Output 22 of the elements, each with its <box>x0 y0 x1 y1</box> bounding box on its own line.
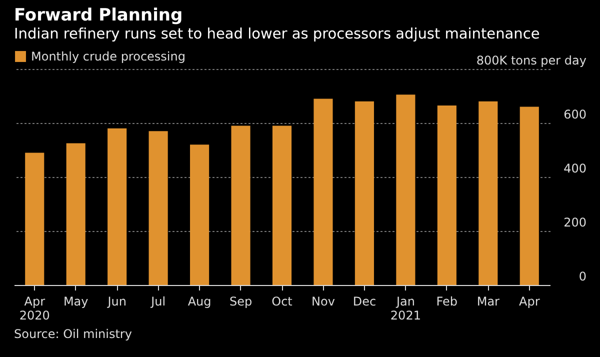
x-tick-label: Dec <box>352 294 376 308</box>
x-tick-label: Aug <box>188 294 212 308</box>
x-tick-label: Jan 2021 <box>390 294 421 322</box>
chart-subtitle: Indian refinery runs set to head lower as processors adjust maintenance <box>14 26 540 42</box>
y-tick-label: 200 <box>564 216 586 230</box>
source-note: Source: Oil ministry <box>13 326 133 343</box>
x-tick-label: Feb <box>436 294 458 308</box>
x-tick-label: Apr <box>519 294 540 308</box>
y-tick-label: 400 <box>564 162 586 176</box>
y-tick-label: 0 <box>578 270 586 284</box>
x-tick-label: Jun <box>106 294 126 308</box>
chart-title: Forward Planning <box>14 6 183 26</box>
x-tick-label: Apr 2020 <box>19 294 50 322</box>
x-tick-label: Nov <box>312 294 335 308</box>
x-tick-label: Oct <box>272 294 293 308</box>
x-tick-label: May <box>63 294 88 308</box>
legend-label: Monthly crude processing <box>31 50 186 64</box>
x-tick-label: Mar <box>476 294 500 308</box>
y-tick-label: 800K tons per day <box>476 54 586 68</box>
x-tick-label: Jul <box>150 294 166 308</box>
x-tick-label: Sep <box>229 294 252 308</box>
y-tick-label: 600 <box>564 108 586 122</box>
